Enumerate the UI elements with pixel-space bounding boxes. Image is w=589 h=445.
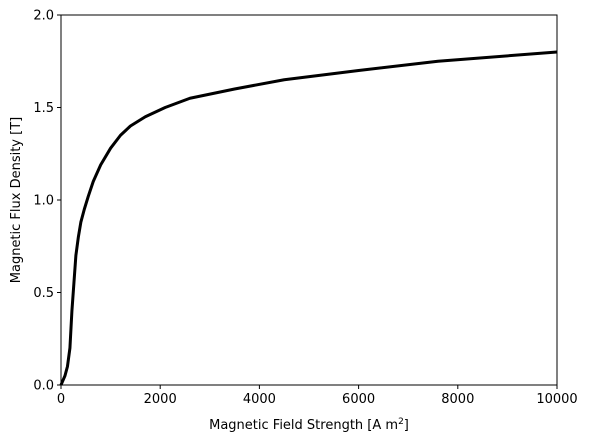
- x-axis-label: Magnetic Field Strength [A m2]: [209, 417, 409, 433]
- y-tick-label: 1.5: [33, 101, 54, 116]
- x-tick-label: 0: [57, 392, 65, 407]
- x-tick-label: 2000: [144, 392, 177, 407]
- y-tick-label: 0.5: [33, 286, 54, 301]
- y-tick-label: 0.0: [33, 379, 54, 394]
- data-series-line: [59, 50, 558, 386]
- x-tick-label: 6000: [342, 392, 375, 407]
- plot-background: [61, 15, 557, 385]
- y-tick-label: 1.0: [33, 194, 54, 209]
- x-axis-label-superscript: 2: [398, 417, 404, 427]
- x-tick-label: 10000: [536, 392, 577, 407]
- ticks-layer: 0 2000 4000 6000 8000 10000 0.0 0.5 1.0 1.5 2.0: [33, 9, 577, 408]
- x-tick-label: 8000: [441, 392, 474, 407]
- y-tick-label: 2.0: [33, 9, 54, 24]
- plot-frame: [60, 14, 558, 386]
- x-axis-label-close: ]: [404, 418, 409, 433]
- y-axis-label: Magnetic Flux Density [T]: [9, 117, 24, 283]
- x-tick-label: 4000: [243, 392, 276, 407]
